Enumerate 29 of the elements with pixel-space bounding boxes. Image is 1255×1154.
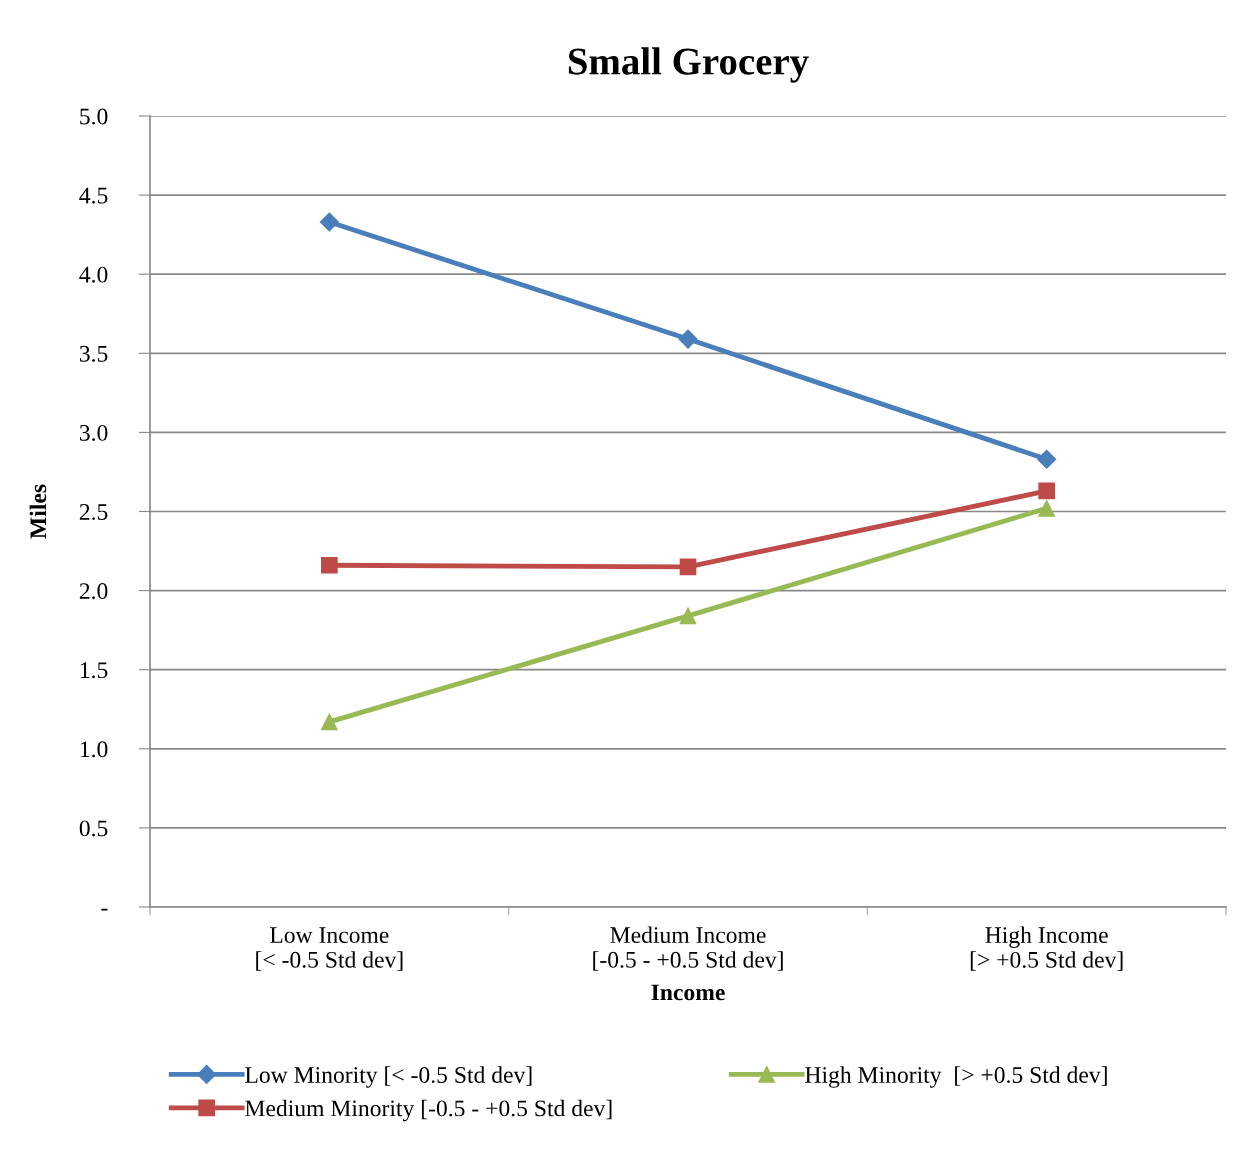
point [678,329,698,349]
x-axis-title: Income [651,984,725,1001]
y-tick-label: 4.0 [79,266,108,283]
point [320,556,338,574]
x-tick-label: High Income [> +0.5 Std dev] [970,926,1123,971]
y-tick-label: 0.5 [79,820,108,837]
point [319,212,339,232]
y-tick-label: - [101,908,108,911]
y-tick-label: 1.5 [80,662,108,679]
point [679,558,697,576]
y-tick-label: 3.5 [79,345,108,362]
y-tick-label: 5.0 [80,108,108,125]
point [1038,500,1056,517]
y-tick-label: 4.5 [79,187,108,204]
point [1037,449,1057,469]
y-tick-label: 1.0 [80,741,108,758]
chart-title: Small Grocery [568,47,809,83]
y-axis-title: Miles [29,484,47,539]
point [320,713,338,731]
x-tick-label: Medium Income [-0.5 - +0.5 Std dev] [593,926,783,971]
legend-label: Low Minority [< -0.5 Std dev] [245,1066,532,1088]
point [1038,482,1056,500]
x-tick-label: Low Income [< -0.5 Std dev] [256,927,403,971]
legend-label: Medium Minority [-0.5 - +0.5 Std dev] [245,1099,612,1122]
point [679,607,697,625]
legend-label: High Minority [> +0.5 Std dev] [805,1066,1107,1088]
y-tick-label: 2.0 [79,583,108,600]
y-tick-label: 2.5 [79,504,108,521]
y-tick-label: 3.0 [79,424,108,441]
